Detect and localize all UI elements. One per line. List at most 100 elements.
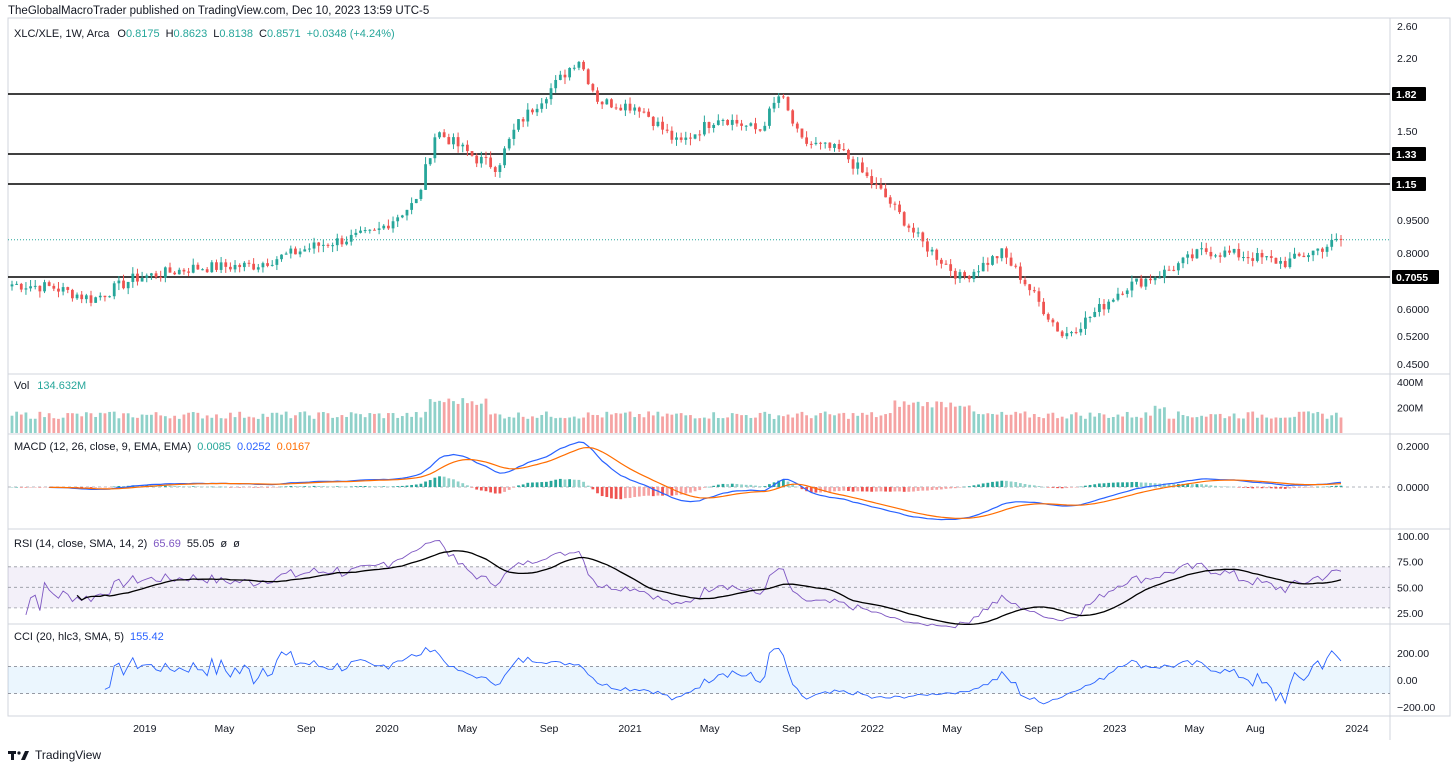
volume-bar	[1283, 417, 1287, 433]
candle-body	[1214, 255, 1217, 257]
volume-bar	[744, 415, 748, 433]
macd-hist-bar	[777, 480, 781, 487]
volume-bar	[582, 417, 585, 433]
rsi-extra-1: ø	[220, 538, 227, 550]
price-axis[interactable]: 2.60 2.20 1.50 0.9500 0.8000 0.6000 0.5200 0.45…	[1397, 21, 1429, 371]
macd-hist-bar	[572, 479, 576, 487]
candle-body	[410, 203, 414, 210]
volume-bar	[995, 414, 999, 433]
candle-body	[126, 281, 130, 289]
candle-body	[456, 137, 460, 147]
candle-body	[238, 264, 242, 268]
macd-hist-bar	[1209, 485, 1213, 487]
price-candles[interactable]	[10, 60, 1343, 340]
time-tick-label: Sep	[297, 723, 316, 735]
candle-body	[1302, 255, 1306, 258]
macd-hist-bar	[1237, 487, 1241, 488]
candle-body	[777, 96, 781, 103]
candle-body	[716, 120, 720, 125]
volume-bar	[1307, 411, 1310, 433]
candle-body	[219, 262, 223, 270]
volume-bar	[498, 414, 502, 433]
macd-hist-bar	[558, 478, 562, 487]
volume-bar	[493, 413, 497, 433]
volume-bar	[349, 412, 353, 433]
macd-hist-bar	[1056, 487, 1059, 489]
candle-body	[1265, 256, 1269, 258]
candle-body	[43, 282, 46, 292]
volume-bar	[1135, 416, 1138, 433]
macd-hist-bar	[554, 479, 558, 487]
macd-hist-bar	[210, 486, 214, 488]
macd-hist-bar	[47, 487, 51, 488]
candle-body	[10, 284, 14, 287]
candle-body	[261, 263, 265, 268]
volume-bar	[828, 414, 832, 433]
candle-body	[47, 282, 51, 286]
macd-hist-bar	[456, 481, 460, 487]
volume-bar	[1018, 413, 1022, 433]
level-label: 1.15	[1396, 179, 1417, 191]
candle-body	[1274, 257, 1278, 264]
macd-hist-bar	[368, 486, 372, 487]
macd-hist-bar	[833, 487, 836, 492]
volume-bar	[126, 413, 130, 433]
macd-hist-bar	[702, 487, 706, 488]
macd-hist-bar	[266, 487, 269, 488]
candle-body	[1251, 258, 1255, 261]
candle-body	[433, 137, 437, 159]
candle-body	[1195, 249, 1199, 259]
macd-hist-bar	[163, 485, 167, 487]
volume-bar	[647, 411, 651, 433]
volume-bar	[456, 403, 460, 433]
macd-hist-bar	[1265, 487, 1269, 489]
volume-bar	[289, 418, 293, 433]
macd-hist-bar	[112, 486, 116, 488]
candle-body	[582, 61, 585, 70]
volume-bar	[321, 412, 325, 433]
candle-body	[256, 267, 260, 270]
candle-body	[851, 159, 855, 169]
macd-hist-bar	[549, 480, 553, 487]
volume-bar	[805, 415, 809, 433]
candle-body	[331, 245, 335, 247]
macd-hist-bar	[786, 481, 790, 487]
macd-hist-bar	[1018, 483, 1022, 487]
candle-body	[865, 172, 869, 177]
candle-body	[1037, 291, 1041, 302]
volume-bar	[136, 417, 139, 433]
volume-bar	[912, 402, 915, 433]
macd-hist-bar	[1321, 486, 1324, 488]
candle-body	[726, 119, 730, 125]
macd-hist-bar	[898, 487, 901, 492]
volume-bar	[1316, 411, 1320, 433]
time-tick-label: 2020	[375, 723, 399, 735]
macd-hist-bar	[1102, 483, 1106, 487]
candle-body	[140, 277, 144, 282]
volume-bar	[1121, 416, 1124, 433]
macd-hist-bar	[1135, 481, 1138, 487]
candle-body	[136, 273, 139, 282]
candle-body	[131, 273, 135, 282]
volume-bar	[256, 418, 260, 433]
macd-hist-bar	[935, 487, 939, 490]
tradingview-footer[interactable]: TradingView	[8, 748, 101, 762]
time-axis[interactable]: 2019 May Sep 2020 May Sep 2021 May Sep 2022 May Sep…	[133, 723, 1369, 735]
candle-body	[768, 108, 771, 126]
volume-bar	[1014, 411, 1018, 433]
volume-bar	[84, 412, 88, 433]
volume-bar	[10, 415, 14, 433]
macd-hist-bar	[1232, 486, 1236, 488]
volume-bar	[726, 417, 730, 433]
candle-body	[684, 137, 688, 140]
volume-bar	[1311, 413, 1315, 433]
candle-body	[772, 102, 776, 109]
candle-body	[800, 128, 804, 138]
volume-bar	[754, 417, 757, 433]
volume-bar	[1144, 412, 1148, 433]
macd-hist-bar	[679, 487, 683, 495]
time-tick-label: 2022	[861, 723, 885, 735]
macd-hist-bar	[1014, 482, 1018, 487]
candle-body	[749, 123, 753, 126]
